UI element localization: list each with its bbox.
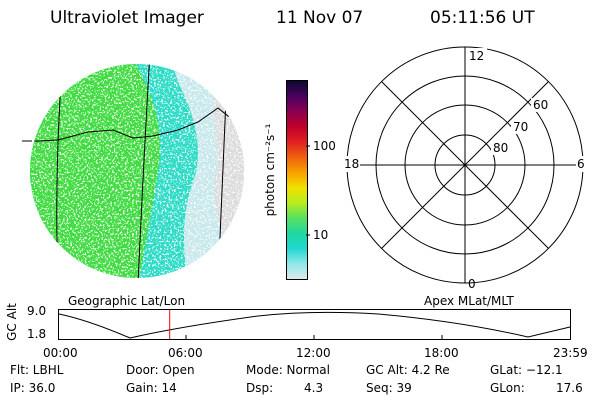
- instrument-title: Ultraviolet Imager: [50, 8, 204, 28]
- timeline-tick-label: 00:00: [43, 346, 78, 360]
- timeline-tick-label: 06:00: [168, 346, 203, 360]
- altitude-tick-label: 9.0: [27, 304, 47, 318]
- mlt-label-0: 0: [468, 277, 476, 290]
- colorbar: [286, 80, 308, 280]
- mlt-label-6: 6: [577, 157, 585, 171]
- altitude-axis-label: GC Alt: [5, 303, 19, 341]
- timeline-tick-label: 18:00: [424, 346, 459, 360]
- colorbar-ticks: [306, 145, 310, 236]
- polar-plot: 12 18 6 0 60 70 80: [342, 46, 588, 290]
- glon-label: GLon:: [490, 381, 525, 395]
- altitude-curve: [58, 311, 571, 339]
- gain-readout: Gain: 14: [126, 381, 177, 395]
- colorbar-unit-label: photon cm⁻²s⁻¹: [263, 123, 277, 217]
- altitude-tick-label: 1.8: [27, 327, 47, 341]
- lat-label-80: 80: [493, 141, 508, 155]
- mode-readout: Mode: Normal: [246, 363, 330, 377]
- glon-value: 17.6: [556, 381, 583, 395]
- geographic-label: Geographic Lat/Lon: [68, 294, 186, 308]
- lat-label-70: 70: [513, 120, 528, 134]
- timeline-tick-label: 12:00: [296, 346, 331, 360]
- time-label: 05:11:56 UT: [430, 8, 535, 28]
- colorbar-tick-label: 10: [313, 228, 329, 242]
- colorbar-tick-label: 100: [313, 139, 336, 153]
- altitude-readout: GC Alt: 4.2 Re: [366, 363, 450, 377]
- door-readout: Door: Open: [126, 363, 195, 377]
- uv-image-geographic: [22, 64, 244, 278]
- lat-label-60: 60: [533, 98, 548, 112]
- polar-axis: [381, 81, 549, 249]
- glat-readout: GLat: −12.1: [490, 363, 563, 377]
- dsp-value: 4.3: [304, 381, 324, 395]
- meridian-line: [137, 64, 151, 278]
- filter-readout: Flt: LBHL: [10, 363, 64, 377]
- apex-label: Apex MLat/MLT: [424, 294, 514, 308]
- ip-readout: IP: 36.0: [10, 381, 56, 395]
- dsp-label: Dsp:: [246, 381, 274, 395]
- coastline: [30, 107, 244, 143]
- timeline-tick-label: 23:59: [553, 346, 588, 360]
- mlt-label-18: 18: [344, 157, 359, 171]
- altitude-timeline: [58, 309, 571, 340]
- date-label: 11 Nov 07: [276, 8, 364, 28]
- seq-readout: Seq: 39: [366, 381, 412, 395]
- mlt-label-12: 12: [469, 49, 484, 63]
